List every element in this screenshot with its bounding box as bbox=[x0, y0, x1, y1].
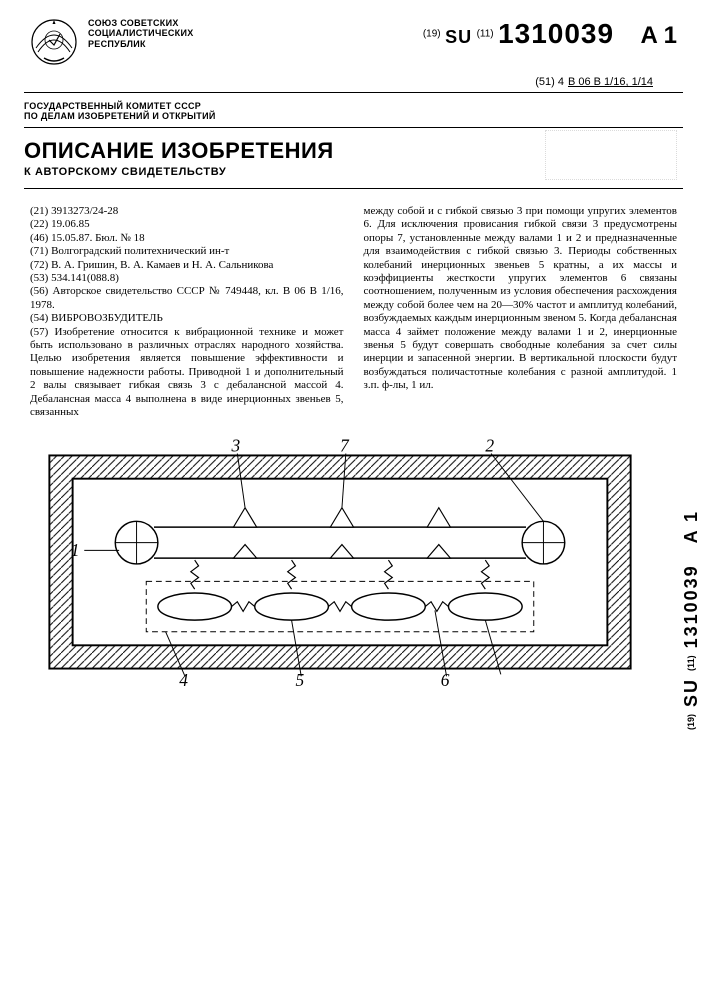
column-left: (21) 3913273/24-28 (22) 19.06.85 (46) 15… bbox=[30, 205, 344, 420]
svg-text:5: 5 bbox=[295, 670, 304, 688]
code-prefix: (19) bbox=[423, 29, 441, 40]
side-document-code: (19) SU (11) 1310039 A 1 bbox=[681, 460, 701, 780]
org-line: СОЦИАЛИСТИЧЕСКИХ bbox=[88, 28, 228, 38]
classification-value: B 06 B 1/16, 1/14 bbox=[568, 76, 653, 88]
svg-text:4: 4 bbox=[179, 670, 188, 688]
column-right: между собой и с гибкой связью 3 при помо… bbox=[364, 205, 678, 420]
org-line: РЕСПУБЛИК bbox=[88, 39, 228, 49]
side-country: SU bbox=[681, 678, 701, 707]
classification-label: (51) 4 bbox=[535, 76, 564, 88]
svg-text:6: 6 bbox=[441, 670, 450, 688]
side-mid: (11) bbox=[686, 655, 696, 671]
svg-text:3: 3 bbox=[231, 436, 241, 456]
stamp-placeholder bbox=[545, 130, 677, 180]
org-line: СОЮЗ СОВЕТСКИХ bbox=[88, 18, 228, 28]
committee-block: ГОСУДАРСТВЕННЫЙ КОМИТЕТ СССР ПО ДЕЛАМ ИЗ… bbox=[24, 93, 683, 128]
side-prefix: (19) bbox=[686, 714, 696, 730]
svg-text:7: 7 bbox=[340, 436, 350, 456]
state-emblem bbox=[30, 18, 78, 66]
committee-line: ГОСУДАРСТВЕННЫЙ КОМИТЕТ СССР bbox=[24, 101, 683, 111]
code-mid: (11) bbox=[477, 29, 494, 40]
code-number: 1310039 bbox=[498, 18, 614, 49]
figure: 3 7 2 1 4 5 6 bbox=[30, 436, 677, 693]
svg-text:2: 2 bbox=[485, 436, 494, 456]
issuing-org: СОЮЗ СОВЕТСКИХ СОЦИАЛИСТИЧЕСКИХ РЕСПУБЛИ… bbox=[88, 18, 228, 49]
svg-text:1: 1 bbox=[71, 540, 80, 560]
body-text-right: между собой и с гибкой связью 3 при помо… bbox=[364, 205, 678, 393]
header: СОЮЗ СОВЕТСКИХ СОЦИАЛИСТИЧЕСКИХ РЕСПУБЛИ… bbox=[0, 0, 707, 74]
code-country: SU bbox=[445, 27, 472, 47]
code-suffix: A 1 bbox=[641, 22, 677, 49]
side-number: 1310039 bbox=[681, 564, 701, 648]
classification-row: (51) 4 B 06 B 1/16, 1/14 bbox=[24, 74, 683, 93]
title-block: ОПИСАНИЕ ИЗОБРЕТЕНИЯ К АВТОРСКОМУ СВИДЕТ… bbox=[24, 128, 683, 189]
document-code: (19) SU (11) 1310039 A 1 bbox=[228, 18, 677, 50]
committee-line: ПО ДЕЛАМ ИЗОБРЕТЕНИЙ И ОТКРЫТИЙ bbox=[24, 111, 683, 121]
side-suffix: A 1 bbox=[681, 510, 701, 543]
body-text-left: (21) 3913273/24-28 (22) 19.06.85 (46) 15… bbox=[30, 205, 344, 420]
page: СОЮЗ СОВЕТСКИХ СОЦИАЛИСТИЧЕСКИХ РЕСПУБЛИ… bbox=[0, 0, 707, 1000]
body-columns: (21) 3913273/24-28 (22) 19.06.85 (46) 15… bbox=[0, 189, 707, 428]
